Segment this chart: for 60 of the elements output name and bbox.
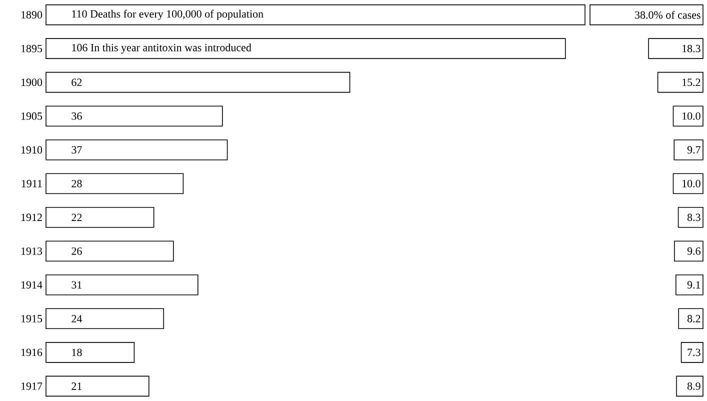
bar <box>46 376 150 397</box>
bar <box>672 106 704 126</box>
data-label: 10.0 <box>682 180 700 188</box>
data-label: 38.0% of cases <box>635 10 700 19</box>
data-label: 8.9 <box>687 382 700 390</box>
data-label: 36 <box>72 112 82 120</box>
y-tick-label: 1900 <box>21 78 42 86</box>
bar <box>46 308 164 330</box>
y-tick-label: 1914 <box>21 281 42 289</box>
data-label: 10.0 <box>682 112 700 120</box>
data-label: 9.6 <box>687 247 700 255</box>
y-tick-label: 1905 <box>21 112 42 120</box>
bar <box>46 38 566 59</box>
bar <box>46 206 154 228</box>
y-tick-label: 1890 <box>21 11 42 19</box>
bar <box>46 106 223 126</box>
bar <box>672 173 704 194</box>
bar <box>678 308 704 330</box>
data-label: 106 In this year antitoxin was introduced <box>72 44 252 54</box>
data-label: 24 <box>72 315 82 322</box>
bar <box>674 240 704 262</box>
data-label: 15.2 <box>682 78 700 86</box>
data-label: 9.7 <box>687 146 700 154</box>
data-label: 28 <box>72 180 82 188</box>
data-label: 21 <box>72 382 82 390</box>
y-tick-label: 1910 <box>21 146 42 154</box>
bar <box>657 72 704 93</box>
bar <box>676 274 704 296</box>
data-label: 18 <box>72 348 82 356</box>
bar <box>678 206 704 228</box>
y-tick-label: 1917 <box>21 382 42 390</box>
bar <box>680 342 704 363</box>
data-label: 7.3 <box>688 348 700 356</box>
y-tick-label: 1913 <box>21 247 42 255</box>
bar <box>676 376 704 397</box>
data-label: 8.3 <box>687 214 700 222</box>
data-label: 26 <box>72 247 82 255</box>
data-label: 18.3 <box>682 44 700 52</box>
y-tick-label: 1912 <box>21 214 42 222</box>
data-label: 62 <box>72 78 82 86</box>
y-tick-label: 1916 <box>21 348 42 356</box>
data-label: 31 <box>72 281 82 289</box>
y-tick-label: 1915 <box>21 314 42 322</box>
data-label: 37 <box>72 146 82 154</box>
bar <box>46 173 184 194</box>
bar <box>46 4 586 26</box>
bar <box>674 139 704 160</box>
data-label: 9.1 <box>687 281 700 289</box>
bar <box>46 274 198 296</box>
bar <box>590 4 704 26</box>
bar <box>648 38 704 59</box>
y-tick-label: 1895 <box>21 44 42 52</box>
data-label: 8.2 <box>687 314 700 322</box>
bar <box>46 72 350 93</box>
bar <box>46 139 228 160</box>
y-tick-label: 1911 <box>22 180 42 188</box>
data-label: 22 <box>72 214 82 222</box>
bar <box>46 342 135 363</box>
bar <box>46 240 174 262</box>
data-label: 110 Deaths for every 100,000 of population <box>72 10 264 20</box>
